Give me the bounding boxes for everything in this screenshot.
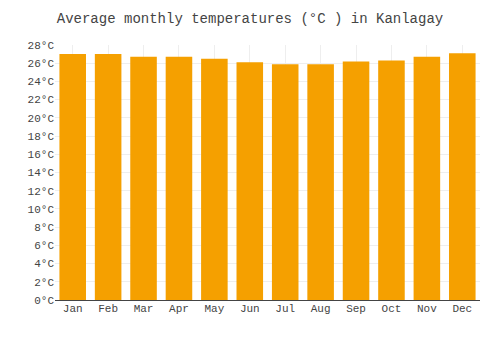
svg-text:22°C: 22°C bbox=[28, 94, 55, 106]
svg-text:24°C: 24°C bbox=[28, 76, 55, 88]
svg-text:6°C: 6°C bbox=[34, 240, 54, 252]
svg-text:14°C: 14°C bbox=[28, 167, 55, 179]
svg-text:28°C: 28°C bbox=[28, 40, 55, 52]
svg-text:Jan: Jan bbox=[63, 303, 83, 315]
svg-text:26°C: 26°C bbox=[28, 58, 55, 70]
svg-text:May: May bbox=[204, 303, 224, 315]
svg-text:Feb: Feb bbox=[98, 303, 118, 315]
svg-text:8°C: 8°C bbox=[34, 222, 54, 234]
svg-text:10°C: 10°C bbox=[28, 204, 55, 216]
svg-text:Jun: Jun bbox=[240, 303, 260, 315]
svg-text:20°C: 20°C bbox=[28, 113, 55, 125]
svg-text:Average monthly temperatures (: Average monthly temperatures (°C ) in Ka… bbox=[57, 11, 443, 27]
svg-text:Oct: Oct bbox=[382, 303, 402, 315]
svg-text:Sep: Sep bbox=[346, 303, 366, 315]
svg-text:12°C: 12°C bbox=[28, 186, 55, 198]
svg-text:Jul: Jul bbox=[275, 303, 295, 315]
svg-text:0°C: 0°C bbox=[34, 295, 54, 307]
svg-text:Apr: Apr bbox=[169, 303, 189, 315]
svg-text:Nov: Nov bbox=[417, 303, 437, 315]
svg-text:18°C: 18°C bbox=[28, 131, 55, 143]
svg-text:Aug: Aug bbox=[311, 303, 331, 315]
svg-text:Mar: Mar bbox=[134, 303, 154, 315]
svg-text:4°C: 4°C bbox=[34, 258, 54, 270]
svg-text:16°C: 16°C bbox=[28, 149, 55, 161]
svg-text:Dec: Dec bbox=[452, 303, 472, 315]
svg-text:2°C: 2°C bbox=[34, 277, 54, 289]
